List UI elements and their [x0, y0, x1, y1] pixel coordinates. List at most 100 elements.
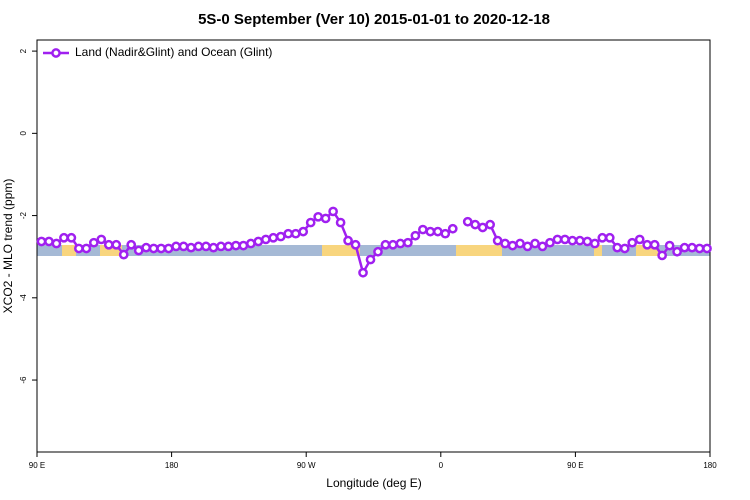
- data-point: [507, 240, 518, 251]
- data-point: [223, 241, 234, 252]
- land-strip: [636, 245, 658, 256]
- data-point: [268, 232, 279, 243]
- y-axis-label: XCO2 - MLO trend (ppm): [1, 179, 15, 314]
- data-point: [335, 217, 346, 228]
- data-point: [589, 238, 600, 249]
- data-point: [642, 239, 653, 250]
- y-tick-label: 0: [19, 131, 28, 136]
- data-point: [418, 224, 428, 235]
- data-point: [148, 243, 159, 254]
- data-point: [343, 235, 353, 246]
- x-tick-label: 90 W: [297, 461, 316, 470]
- data-point: [395, 238, 406, 249]
- data-point: [66, 232, 77, 243]
- x-tick-label: 180: [703, 461, 717, 470]
- data-point: [485, 219, 496, 230]
- data-point: [305, 217, 316, 228]
- data-point: [567, 235, 578, 246]
- data-point: [403, 237, 413, 248]
- data-point: [388, 239, 398, 250]
- data-point: [627, 237, 638, 248]
- data-point: [500, 238, 510, 249]
- data-point: [612, 242, 623, 253]
- data-point: [111, 239, 122, 250]
- data-point: [619, 243, 630, 254]
- data-point: [358, 267, 368, 278]
- land-strip: [62, 245, 76, 256]
- data-point: [290, 228, 301, 239]
- data-point: [522, 241, 533, 252]
- data-point: [604, 232, 615, 243]
- data-point: [320, 213, 331, 224]
- data-point: [275, 231, 286, 242]
- data-point: [365, 254, 376, 265]
- data-point: [178, 241, 189, 252]
- data-point: [477, 222, 488, 233]
- data-point: [133, 245, 144, 256]
- data-point: [260, 234, 271, 245]
- data-point: [328, 206, 338, 217]
- data-point: [96, 234, 107, 245]
- data-point: [246, 238, 256, 249]
- chart-title: 5S-0 September (Ver 10) 2015-01-01 to 20…: [198, 11, 550, 28]
- data-point: [74, 243, 84, 254]
- data-point: [59, 232, 69, 243]
- data-point: [201, 241, 211, 252]
- land-strip: [322, 245, 360, 256]
- data-point: [649, 239, 660, 250]
- x-axis-label: Longitude (deg E): [326, 476, 421, 490]
- data-point: [694, 243, 705, 254]
- land-strip: [456, 245, 502, 256]
- data-point: [141, 242, 152, 253]
- data-point: [88, 237, 99, 248]
- y-tick-label: 2: [19, 48, 28, 53]
- data-point: [425, 226, 436, 237]
- data-point: [44, 236, 54, 247]
- data-point: [679, 242, 690, 253]
- land-strip: [100, 245, 122, 256]
- data-point: [350, 239, 361, 250]
- data-point: [156, 243, 166, 254]
- data-point: [81, 243, 92, 254]
- data-point: [51, 238, 62, 249]
- data-point: [560, 234, 570, 245]
- data-point: [283, 228, 294, 239]
- data-point: [231, 240, 241, 251]
- data-point: [657, 250, 667, 261]
- data-point: [298, 226, 309, 237]
- data-point: [36, 236, 47, 247]
- data-point: [103, 239, 114, 250]
- data-point: [238, 240, 249, 251]
- data-point: [552, 234, 563, 245]
- data-point: [410, 230, 421, 241]
- legend-marker: [51, 48, 61, 58]
- data-point: [208, 242, 219, 253]
- data-point: [664, 240, 675, 251]
- x-tick-label: 0: [439, 461, 444, 470]
- data-point: [447, 223, 458, 234]
- data-point: [634, 234, 645, 245]
- data-point: [530, 238, 540, 249]
- data-point: [171, 241, 181, 252]
- data-point: [582, 236, 593, 247]
- data-point: [253, 236, 264, 247]
- data-point: [432, 226, 443, 237]
- data-point: [470, 219, 481, 230]
- data-point: [492, 235, 503, 246]
- y-tick-label: -6: [19, 376, 28, 384]
- data-point: [440, 228, 451, 239]
- data-point: [702, 243, 712, 254]
- data-point: [575, 235, 585, 246]
- x-tick-label: 90 E: [29, 461, 45, 470]
- data-point: [380, 239, 391, 250]
- data-point: [118, 249, 129, 260]
- x-tick-label: 90 E: [567, 461, 583, 470]
- data-point: [515, 238, 525, 249]
- data-point: [537, 241, 548, 252]
- x-tick-label: 180: [165, 461, 179, 470]
- data-point: [313, 211, 324, 222]
- data-point: [373, 246, 383, 257]
- data-point: [597, 232, 608, 243]
- data-point: [216, 241, 226, 252]
